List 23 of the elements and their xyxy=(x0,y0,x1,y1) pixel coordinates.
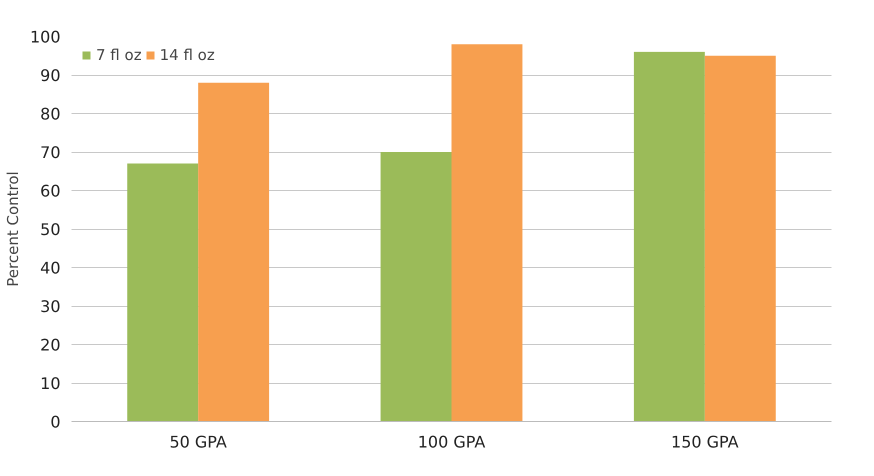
y-tick-label: 100 xyxy=(30,28,61,46)
bar xyxy=(634,52,705,422)
bar xyxy=(380,152,452,422)
bar xyxy=(127,164,198,422)
x-tick-label: 100 GPA xyxy=(418,432,486,452)
y-tick-label: 0 xyxy=(50,412,61,432)
bar xyxy=(704,56,776,422)
y-tick-label: 80 xyxy=(40,104,60,124)
y-tick-label: 20 xyxy=(40,336,60,354)
y-tick-label: 50 xyxy=(40,220,60,239)
y-tick-label: 90 xyxy=(40,66,60,85)
legend-label: 14 fl oz xyxy=(160,46,215,64)
bar xyxy=(198,82,270,422)
bar xyxy=(452,44,522,422)
legend-label: 7 fl oz xyxy=(96,46,142,64)
y-axis-title: Percent Control xyxy=(4,171,22,287)
y-tick-label: 30 xyxy=(40,297,60,316)
y-tick-label: 70 xyxy=(40,143,60,162)
y-tick-label: 10 xyxy=(40,374,60,393)
y-tick-label: 60 xyxy=(40,182,60,200)
y-tick-label: 40 xyxy=(40,258,60,278)
x-tick-label: 150 GPA xyxy=(671,432,739,452)
x-tick-label: 50 GPA xyxy=(169,432,227,452)
